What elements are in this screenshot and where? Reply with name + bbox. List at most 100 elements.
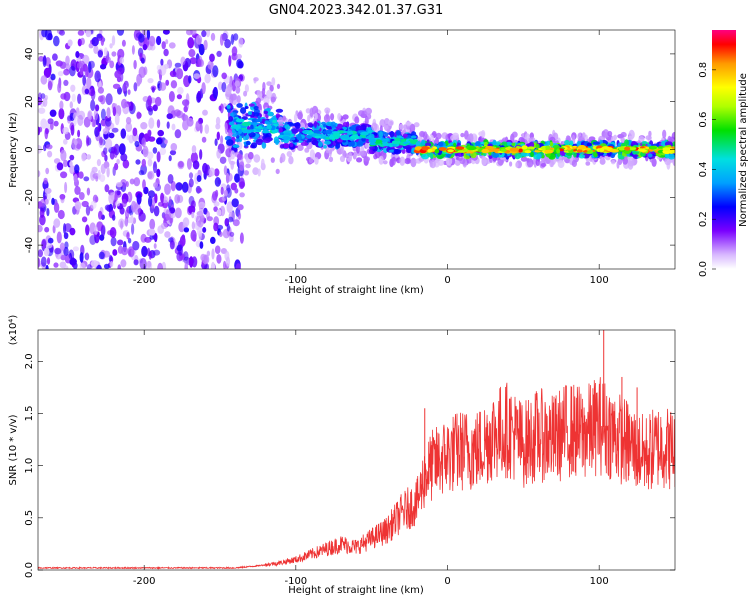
colorbar-tick-label: 0.6 [698, 112, 709, 128]
heatmap-cell [156, 137, 163, 145]
heatmap-cell [80, 37, 85, 46]
heatmap-cell [79, 67, 84, 76]
heatmap-cell [438, 147, 447, 151]
heatmap-cell [105, 56, 111, 63]
heatmap-cell [253, 77, 259, 82]
heatmap-cell [111, 127, 119, 133]
heatmap-cell [586, 142, 593, 147]
heatmap-cell [237, 212, 242, 220]
heatmap-cell [212, 86, 218, 99]
heatmap-cell [521, 145, 528, 150]
heatmap-cell [233, 33, 239, 41]
heatmap-cell [196, 187, 203, 193]
heatmap-cell [492, 139, 497, 146]
heatmap-cell [481, 148, 490, 154]
heatmap-cell [156, 119, 161, 129]
heatmap-cell [403, 141, 408, 145]
heatmap-cell [85, 30, 92, 38]
heatmap-cell [378, 155, 384, 165]
y-tick-label: 0 [24, 146, 35, 152]
heatmap-cell [341, 146, 345, 154]
heatmap-cell [229, 231, 235, 237]
heatmap-cell [189, 256, 194, 268]
heatmap-cell [239, 161, 245, 172]
heatmap-cell [257, 168, 261, 177]
heatmap-cell [117, 264, 122, 269]
heatmap-cell [313, 129, 321, 134]
heatmap-cell [274, 138, 280, 145]
heatmap-cell [577, 145, 587, 150]
heatmap-cell [557, 159, 565, 169]
heatmap-cell [250, 142, 258, 149]
heatmap-cell [106, 107, 111, 119]
heatmap-cell [38, 55, 44, 62]
heatmap-cell [119, 57, 125, 64]
heatmap-cell [188, 178, 194, 188]
heatmap-cell [229, 93, 237, 101]
heatmap-cell [255, 97, 261, 104]
heatmap-cell [103, 263, 110, 269]
heatmap-cell [228, 55, 232, 67]
heatmap-cell [155, 96, 162, 107]
heatmap-cell [60, 254, 67, 261]
heatmap-cell [149, 218, 156, 230]
heatmap-cell [632, 151, 640, 155]
heatmap-cell [174, 129, 182, 139]
heatmap-cell [201, 82, 206, 95]
heatmap-cell [224, 122, 228, 135]
heatmap-cell [125, 122, 133, 133]
heatmap-cell [102, 128, 109, 135]
heatmap-cell [122, 83, 127, 94]
heatmap-cell [518, 148, 523, 153]
heatmap-cell [69, 101, 74, 109]
heatmap-cell [249, 124, 254, 131]
heatmap-cell [126, 232, 130, 240]
heatmap-cell [64, 181, 68, 194]
heatmap-cell [662, 129, 667, 139]
heatmap-cell [156, 168, 161, 178]
heatmap-cell [85, 224, 90, 236]
heatmap-cell [210, 236, 216, 244]
heatmap-cell [282, 115, 286, 121]
heatmap-cell [138, 212, 146, 222]
heatmap-cell [354, 116, 360, 124]
heatmap-cell [170, 80, 178, 89]
heatmap-cell [545, 140, 551, 146]
heatmap-cell [99, 136, 103, 146]
heatmap-cell [379, 119, 386, 128]
x-tick-label: 100 [590, 275, 609, 286]
heatmap-cell [212, 65, 219, 78]
heatmap-cell [90, 260, 99, 268]
heatmap-cell [191, 221, 196, 230]
heatmap-cell [38, 249, 43, 258]
heatmap-cell [192, 160, 200, 170]
heatmap-cell [44, 226, 50, 233]
heatmap-cell [183, 227, 190, 233]
heatmap-cell [85, 135, 90, 147]
heatmap-cell [168, 155, 172, 162]
heatmap-cell [38, 107, 46, 114]
heatmap-cell [342, 122, 349, 128]
heatmap-cell [69, 165, 76, 175]
heatmap-cell [425, 142, 432, 148]
heatmap-cell [468, 146, 477, 151]
x-tick-label: -200 [133, 576, 156, 587]
heatmap-cell [224, 87, 232, 95]
heatmap-cell [165, 209, 172, 221]
heatmap-cell [399, 156, 406, 166]
heatmap-cell [540, 163, 547, 167]
heatmap-cell [611, 160, 616, 165]
heatmap-cell [304, 147, 310, 153]
heatmap-cell [43, 247, 50, 257]
heatmap-cell [73, 173, 78, 183]
heatmap-cell [511, 142, 516, 147]
heatmap-cell [206, 250, 211, 257]
heatmap-cell [265, 121, 273, 125]
heatmap-cell [544, 149, 554, 154]
y-tick-label: 20 [24, 95, 35, 108]
heatmap-cell [413, 122, 420, 128]
heatmap-cell [98, 210, 103, 220]
heatmap-cell [199, 149, 203, 160]
snr-panel: -200 -100 0 100 0.0 0.5 1.0 1.5 2.0 Height of st… [8, 315, 676, 596]
heatmap-cell [129, 178, 135, 185]
